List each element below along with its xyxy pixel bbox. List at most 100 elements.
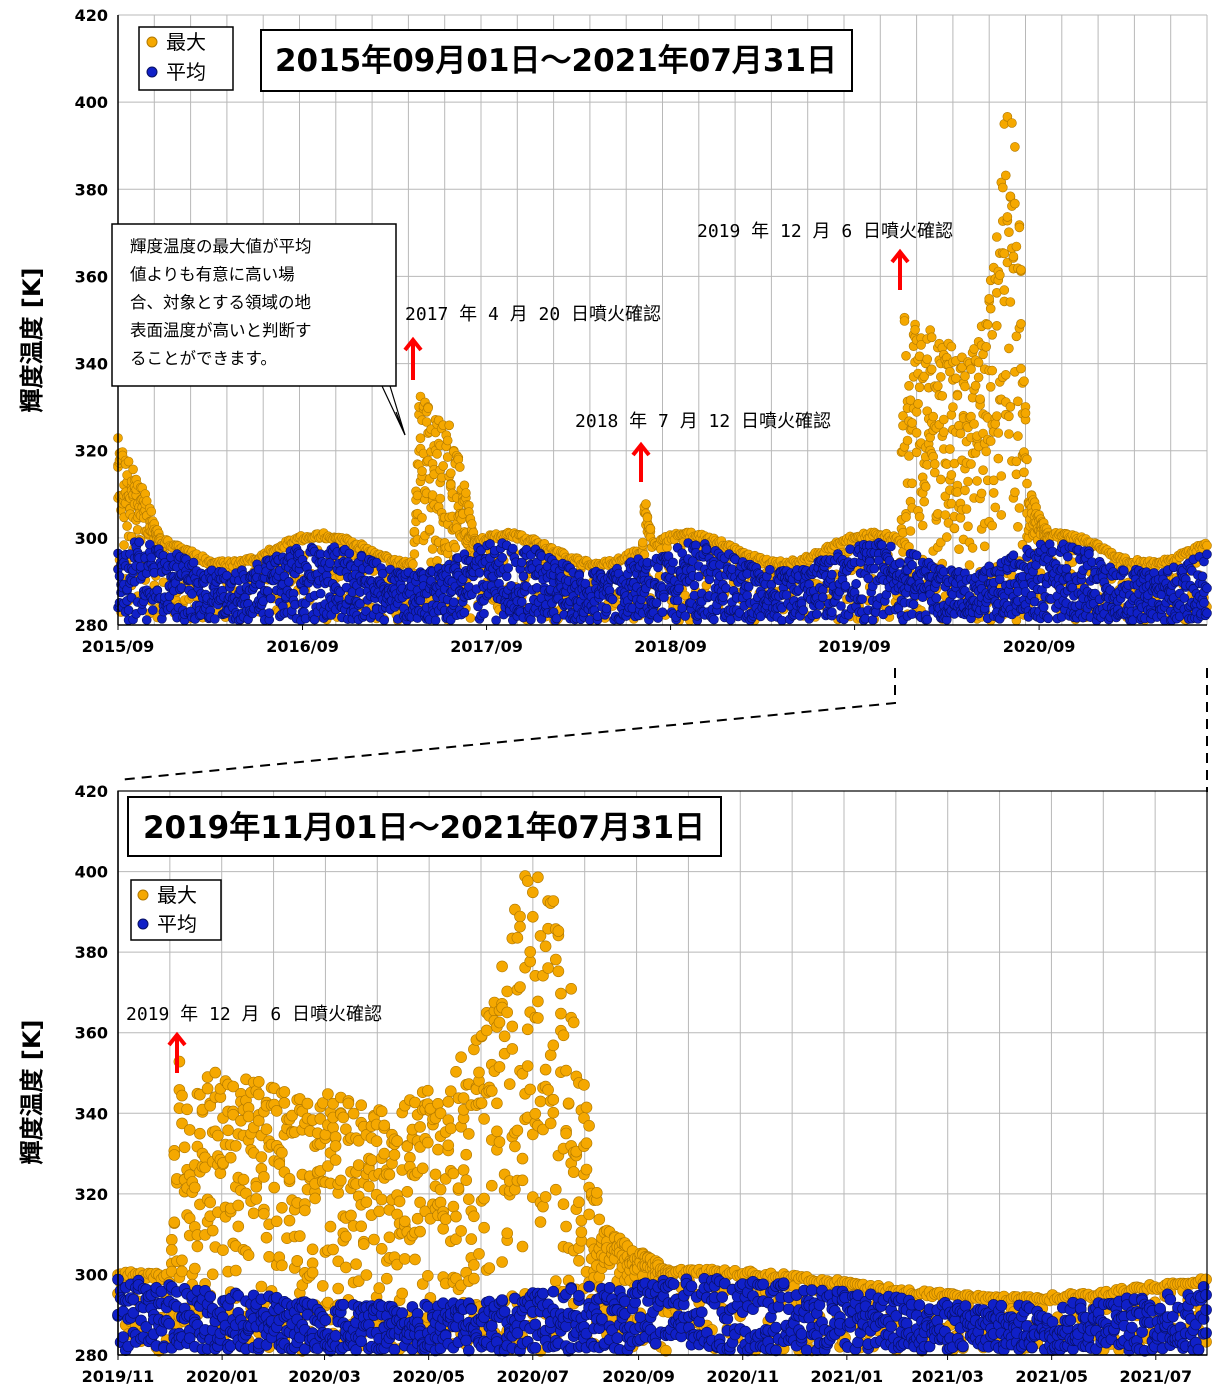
max-point [398, 1253, 411, 1265]
max-point [988, 488, 999, 498]
max-point [166, 1244, 178, 1256]
max-point [960, 381, 970, 392]
avg-point [827, 569, 837, 580]
max-point [437, 1223, 450, 1235]
max-point [128, 464, 138, 475]
max-point [532, 1012, 544, 1024]
max-point [991, 411, 1002, 421]
max-point [468, 1210, 480, 1223]
max-point [991, 320, 1002, 331]
max-point [468, 1259, 480, 1271]
max-point [952, 390, 963, 401]
max-point [168, 1149, 181, 1161]
max-point [378, 1119, 391, 1132]
avg-point [507, 543, 518, 554]
max-point [375, 1243, 388, 1255]
avg-point [709, 614, 719, 625]
max-point [230, 1264, 242, 1277]
avg-point [1008, 550, 1019, 561]
max-point [904, 380, 914, 391]
max-point [1014, 222, 1025, 233]
avg-point [886, 541, 896, 552]
max-point [444, 420, 455, 431]
max-point [978, 465, 988, 476]
max-point [521, 875, 534, 887]
max-point [491, 1097, 503, 1110]
max-point [516, 1240, 529, 1253]
avg-point [315, 588, 326, 599]
max-point [911, 427, 922, 438]
max-point [442, 1096, 455, 1108]
max-point [506, 1043, 519, 1055]
avg-point [188, 557, 199, 568]
max-point [1022, 478, 1032, 489]
max-point [994, 270, 1005, 280]
max-point [919, 496, 930, 507]
max-point [355, 1099, 368, 1111]
max-point [189, 1262, 201, 1275]
avg-point [851, 578, 861, 589]
max-point [421, 1084, 434, 1097]
x-tick-label: 2019/09 [818, 637, 891, 656]
max-point [473, 1248, 485, 1260]
max-point [123, 456, 134, 467]
y-tick-label: 320 [75, 442, 108, 461]
max-point [445, 468, 456, 479]
max-point [938, 427, 949, 437]
max-point [327, 1121, 339, 1134]
max-point [194, 1127, 206, 1140]
max-point [424, 524, 435, 535]
avg-point [701, 544, 712, 555]
max-point [516, 1174, 529, 1187]
avg-point [693, 571, 704, 582]
max-point [1019, 467, 1029, 478]
max-point [263, 1251, 275, 1263]
max-point [421, 1136, 434, 1149]
y-tick-label: 400 [75, 93, 108, 112]
avg-point [659, 592, 669, 603]
max-point [429, 1168, 442, 1181]
max-point [189, 1181, 201, 1194]
max-point [268, 1181, 281, 1194]
max-point [260, 1231, 273, 1244]
max-point [993, 428, 1004, 438]
max-point [475, 1097, 488, 1109]
max-point [462, 1193, 475, 1205]
max-point [368, 1233, 380, 1246]
max-point [327, 1243, 339, 1256]
max-point [423, 403, 433, 413]
y-tick-label: 420 [75, 6, 108, 25]
max-point [373, 1282, 386, 1294]
max-point [1016, 363, 1026, 374]
avg-point [668, 557, 678, 568]
avg-point [1197, 571, 1208, 582]
max-point [964, 560, 975, 570]
max-point [434, 1183, 447, 1196]
avg-point [811, 609, 822, 620]
max-point [501, 1006, 514, 1019]
max-point [1013, 431, 1023, 441]
max-point [990, 419, 1001, 429]
max-point [491, 1125, 503, 1138]
avg-point [863, 573, 874, 584]
max-point [516, 1152, 529, 1165]
max-point [1010, 142, 1020, 152]
avg-point [1061, 563, 1072, 574]
max-point [119, 540, 129, 550]
max-point [911, 407, 922, 417]
max-point [902, 435, 913, 446]
max-point [375, 1105, 388, 1118]
max-point [299, 1204, 311, 1217]
max-point [230, 1140, 242, 1152]
max-point [503, 1078, 516, 1090]
max-point [913, 398, 923, 409]
max-point [329, 1154, 342, 1166]
max-point [485, 1179, 498, 1192]
avg-point [379, 615, 390, 626]
max-point [217, 1244, 229, 1256]
avg-point [657, 607, 668, 618]
max-point [935, 474, 946, 485]
max-point [166, 1234, 178, 1246]
max-point [342, 1097, 355, 1110]
max-point [176, 1254, 188, 1267]
